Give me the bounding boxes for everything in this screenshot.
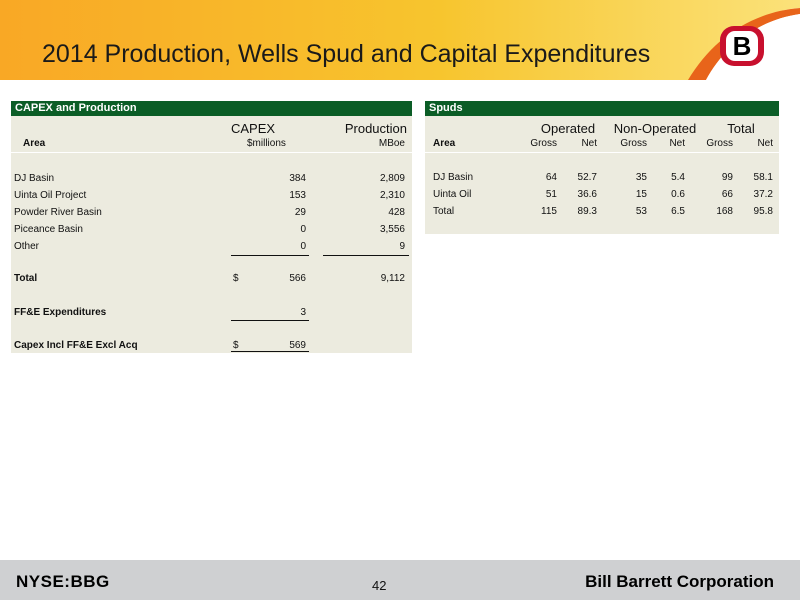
- row-area: DJ Basin: [14, 173, 55, 184]
- row-production: 2,310: [379, 190, 405, 201]
- spuds-panel-heading: Spuds: [425, 101, 779, 116]
- row-area: Total: [433, 206, 455, 217]
- total-label: Total: [14, 273, 38, 284]
- row-operated-net: 52.7: [577, 172, 597, 183]
- operated-group-header: Operated: [540, 121, 596, 136]
- col-header-gross: Gross: [530, 138, 557, 149]
- col-header-area: Area: [433, 138, 456, 149]
- row-area: Uinta Oil: [433, 189, 472, 200]
- ffe-capex: 3: [300, 307, 306, 318]
- row-nonop-net: 0.6: [671, 189, 685, 200]
- row-total-gross: 168: [716, 206, 733, 217]
- row-operated-gross: 51: [545, 189, 557, 200]
- row-operated-gross: 64: [545, 172, 557, 183]
- row-capex: 153: [289, 190, 306, 201]
- logo-badge-icon: [720, 26, 764, 66]
- row-nonop-gross: 35: [635, 172, 647, 183]
- footer-ticker: NYSE:BBG: [16, 572, 110, 591]
- col-header-net: Net: [581, 138, 597, 149]
- row-nonop-gross: 15: [635, 189, 647, 200]
- capex-incl-capex: 569: [289, 340, 306, 351]
- row-operated-gross: 115: [541, 206, 557, 217]
- row-total-net: 58.1: [753, 172, 773, 183]
- col-header-net: Net: [669, 138, 685, 149]
- capex-group-header: CAPEX: [231, 121, 276, 136]
- row-nonop-gross: 53: [635, 206, 647, 217]
- logo: B: [716, 22, 768, 70]
- row-production: 428: [388, 207, 405, 218]
- page-title: 2014 Production, Wells Spud and Capital …: [42, 40, 651, 68]
- row-production: 3,556: [379, 224, 405, 235]
- capex-panel: CAPEX and Production CAPEX Production Ar…: [11, 101, 412, 353]
- row-operated-net: 36.6: [577, 189, 597, 200]
- col-header-gross: Gross: [620, 138, 647, 149]
- spuds-panel: Spuds Operated Non-Operated Total Area G…: [425, 101, 779, 234]
- total-currency: $: [233, 273, 239, 284]
- row-total-net: 95.8: [753, 206, 773, 217]
- production-group-header: Production: [344, 121, 407, 136]
- header-divider: [425, 152, 779, 153]
- col-header-area: Area: [23, 138, 46, 149]
- total-production: 9,112: [380, 273, 405, 284]
- footer-company-name: Bill Barrett Corporation: [585, 572, 774, 591]
- row-total-gross: 66: [721, 189, 733, 200]
- row-nonop-net: 6.5: [671, 206, 685, 217]
- footer: NYSE:BBG 42 Bill Barrett Corporation: [0, 560, 800, 600]
- subtotal-rule-production: [323, 255, 409, 256]
- col-header-production: MBoe: [378, 138, 405, 149]
- subtotal-rule-capex: [231, 255, 309, 256]
- capex-panel-heading: CAPEX and Production: [11, 101, 412, 116]
- row-nonop-net: 5.4: [671, 172, 685, 183]
- col-header-net: Net: [757, 138, 773, 149]
- capex-incl-label: Capex Incl FF&E Excl Acq: [14, 340, 138, 351]
- row-area: Other: [14, 241, 40, 252]
- col-header-gross: Gross: [706, 138, 733, 149]
- row-area: Powder River Basin: [14, 207, 102, 218]
- row-area: DJ Basin: [433, 172, 474, 183]
- row-production: 2,809: [379, 173, 405, 184]
- ffe-rule: [231, 320, 309, 321]
- logo-letter: B: [732, 31, 752, 61]
- header-divider: [11, 152, 412, 153]
- row-capex: 29: [294, 207, 306, 218]
- row-area: Uinta Oil Project: [14, 190, 87, 201]
- total-group-header: Total: [727, 121, 755, 136]
- row-capex: 0: [300, 241, 306, 252]
- row-area: Piceance Basin: [14, 224, 83, 235]
- row-total-gross: 99: [721, 172, 733, 183]
- row-total-net: 37.2: [753, 189, 773, 200]
- non-operated-group-header: Non-Operated: [613, 121, 697, 136]
- row-capex: 0: [300, 224, 306, 235]
- ffe-label: FF&E Expenditures: [14, 307, 107, 318]
- capex-incl-currency: $: [233, 340, 239, 351]
- row-operated-net: 89.3: [577, 206, 597, 217]
- row-capex: 384: [289, 173, 306, 184]
- col-header-capex: $millions: [247, 138, 286, 149]
- page-number: 42: [372, 578, 387, 593]
- row-production: 9: [399, 241, 405, 252]
- capex-incl-rule: [231, 351, 309, 352]
- total-capex: 566: [289, 273, 306, 284]
